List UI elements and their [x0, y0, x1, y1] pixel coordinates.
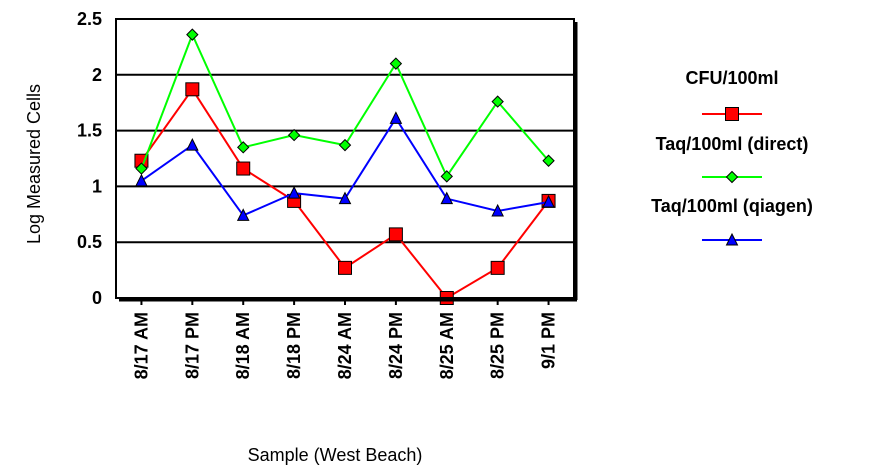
series-lines: [134, 28, 556, 305]
y-tick-label: 1: [92, 176, 102, 196]
data-point: [338, 138, 352, 152]
data-point: [388, 227, 403, 242]
x-tick-label: 8/25 AM: [437, 312, 457, 379]
x-tick-label: 8/17 PM: [182, 312, 202, 379]
data-point: [338, 191, 352, 205]
data-point: [542, 154, 555, 167]
data-point: [185, 82, 200, 97]
x-tick-label: 9/1 PM: [539, 312, 559, 369]
y-tick-label: 2.5: [77, 9, 102, 29]
data-point: [186, 28, 199, 41]
data-point: [338, 260, 352, 275]
plot-border: [115, 18, 575, 299]
legend-marker: [725, 170, 739, 184]
y-tick-label: 0: [92, 288, 102, 308]
grid-lines: [116, 73, 574, 244]
series-2: [135, 111, 555, 221]
legend-label: CFU/100ml: [685, 68, 778, 88]
data-point: [236, 161, 251, 176]
legend-marker: [725, 107, 739, 121]
x-tick-label: 8/17 AM: [131, 312, 151, 379]
plot-frame: [115, 18, 578, 302]
x-tick-labels: 8/17 AM 8/17 PM 8/18 AM 8/18 PM 8/24 AM 8/24 …: [131, 298, 559, 379]
y-tick-label: 2: [92, 65, 102, 85]
legend-entry: Taq/100ml (qiagen): [651, 196, 813, 246]
data-point: [236, 208, 250, 221]
x-tick-label: 8/18 AM: [233, 312, 253, 379]
x-axis-label: Sample (West Beach): [248, 445, 423, 465]
data-point: [542, 194, 555, 208]
legend-entry: CFU/100ml: [685, 68, 779, 121]
data-point: [491, 95, 504, 108]
data-point: [287, 128, 301, 142]
data-point: [490, 260, 505, 275]
data-point: [135, 173, 148, 187]
data-point: [186, 137, 199, 151]
y-axis-label: Log Measured Cells: [24, 84, 44, 244]
y-tick-label: 0.5: [77, 232, 102, 252]
data-point: [491, 203, 504, 217]
legend-marker: [725, 232, 739, 246]
series-1: [135, 28, 555, 183]
data-point: [440, 191, 454, 205]
data-point: [440, 170, 453, 183]
x-tick-label: 8/18 PM: [284, 312, 304, 379]
x-tick-label: 8/24 PM: [386, 312, 406, 379]
legend-entry: Taq/100ml (direct): [656, 134, 809, 184]
data-point: [287, 185, 301, 199]
legend: CFU/100ml Taq/100ml (direct) Taq/100ml (qi…: [651, 68, 813, 246]
series-0: [134, 82, 556, 305]
x-tick-label: 8/24 AM: [335, 312, 355, 379]
data-point: [237, 141, 250, 154]
x-tick-label: 8/25 PM: [488, 312, 508, 379]
data-point: [389, 57, 403, 70]
y-tick-label: 1.5: [77, 121, 102, 141]
legend-label: Taq/100ml (qiagen): [651, 196, 813, 216]
data-point: [389, 111, 403, 124]
y-tick-labels: 0 0.5 1 1.5 2 2.5: [77, 9, 102, 308]
legend-label: Taq/100ml (direct): [656, 134, 809, 154]
